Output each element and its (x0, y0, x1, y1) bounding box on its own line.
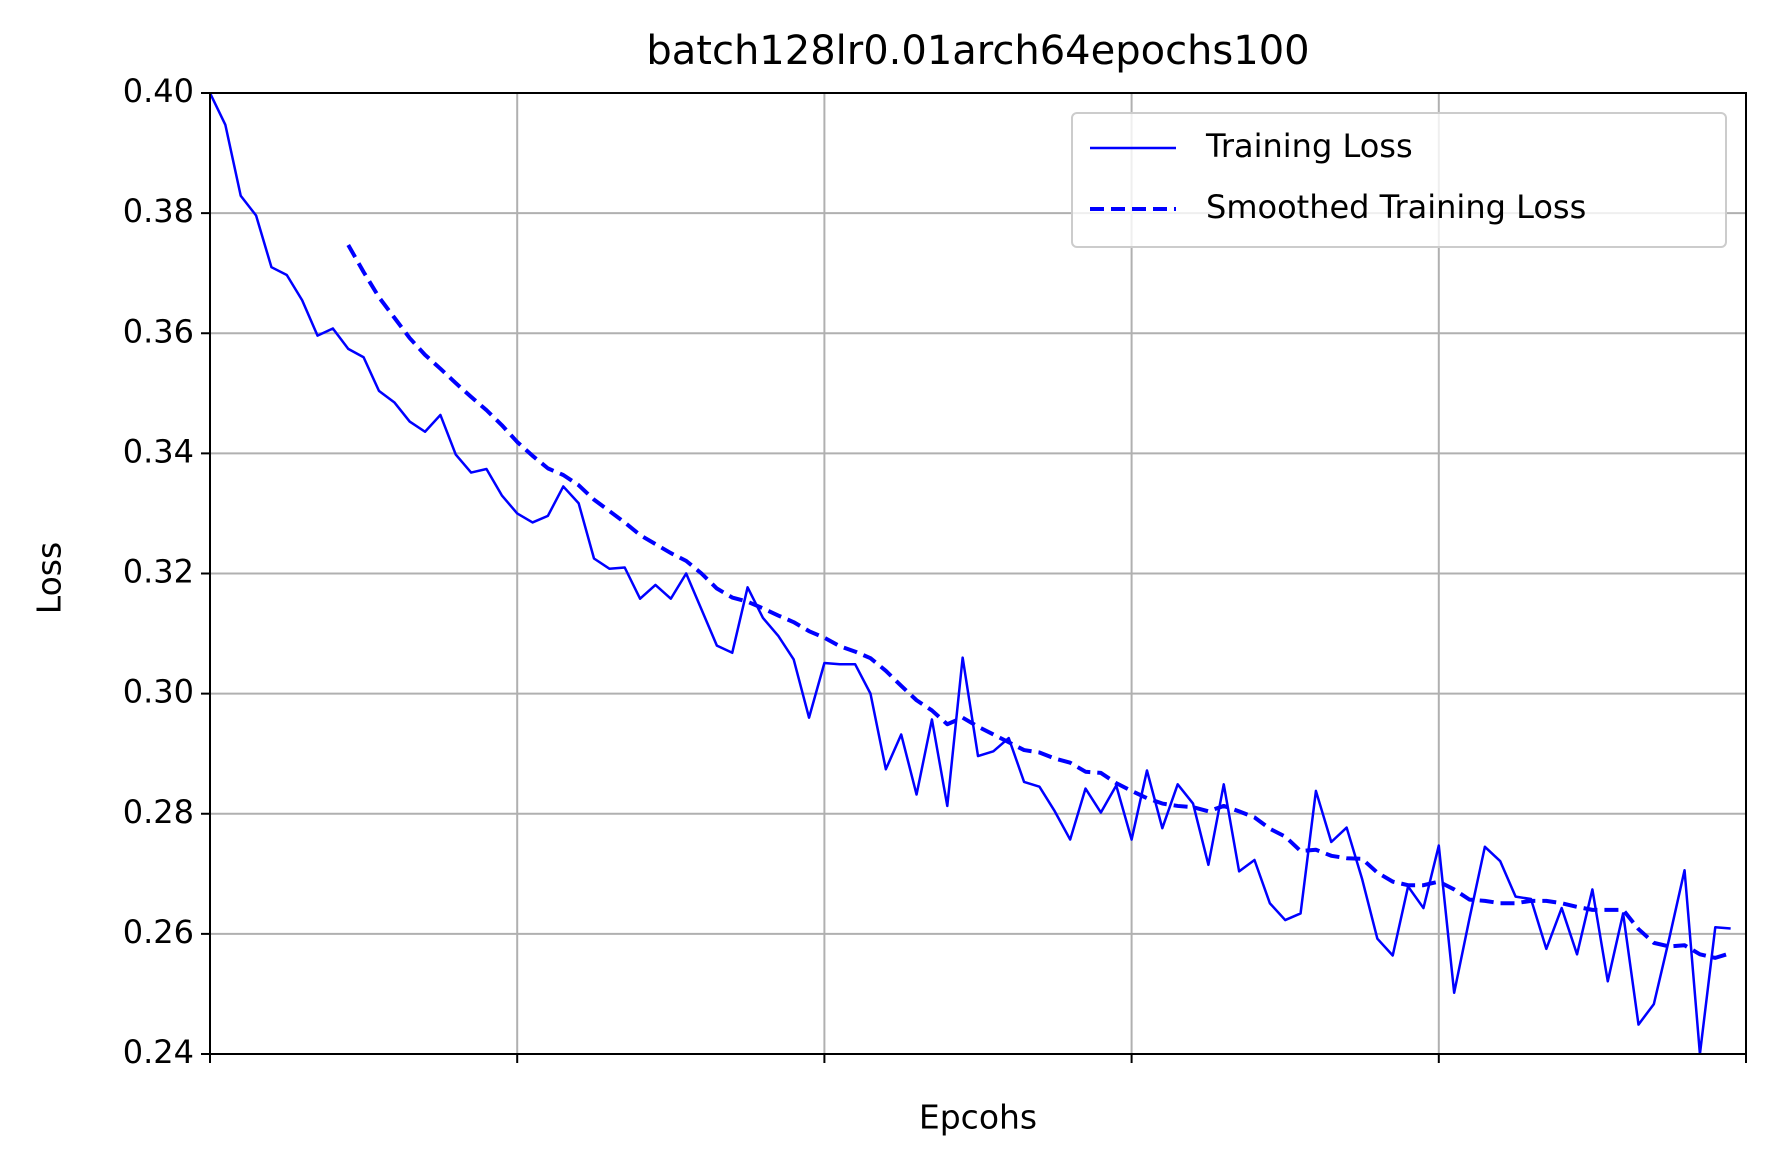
y-tick-label: 0.26 (123, 913, 194, 951)
plot-frame (209, 92, 1747, 1055)
y-tick-label: 0.28 (123, 793, 194, 831)
x-axis-label: Epcohs (919, 1098, 1037, 1137)
y-axis-label: Loss (30, 542, 69, 614)
y-tick-label: 0.38 (123, 192, 194, 230)
legend-box (1071, 112, 1727, 248)
y-tick-label: 0.30 (123, 673, 194, 711)
y-tick-label: 0.32 (123, 553, 194, 591)
y-tick-label: 0.34 (123, 432, 194, 470)
y-tick-label: 0.36 (123, 312, 194, 350)
series-line (210, 93, 1731, 1054)
series-line (346, 243, 1732, 960)
legend-label: Training Loss (1205, 127, 1413, 165)
y-tick-label: 0.40 (123, 72, 194, 110)
chart-title: batch128lr0.01arch64epochs100 (646, 28, 1309, 74)
y-tick-label: 0.24 (123, 1033, 194, 1071)
legend: Training Loss Smoothed Training Loss (1071, 112, 1727, 248)
legend-label: Smoothed Training Loss (1206, 188, 1586, 226)
